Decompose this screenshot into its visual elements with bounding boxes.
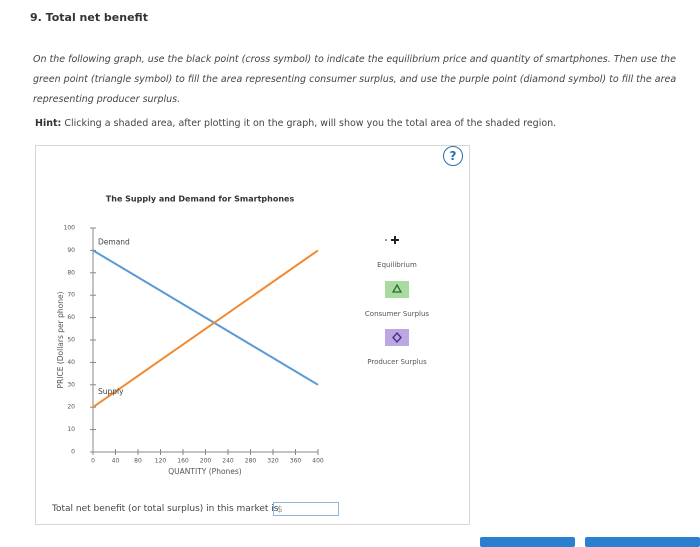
legend-producer-symbol[interactable] [385, 329, 409, 346]
question-title: 9. Total net benefit [30, 11, 148, 24]
y-tick-label: 30 [67, 381, 75, 388]
legend-label: Producer Surplus [367, 358, 427, 366]
x-axis-title: QUANTITY (Phones) [168, 467, 242, 476]
instructions: On the following graph, use the black po… [33, 54, 677, 105]
help-button[interactable]: ? [443, 146, 463, 166]
x-tick-label: 80 [134, 458, 142, 465]
x-tick-label: 120 [155, 458, 167, 465]
y-tick-label: 100 [64, 225, 76, 232]
x-tick-label: 320 [267, 458, 279, 465]
y-axis-title: PRICE (Dollars per phone) [56, 291, 65, 388]
y-tick-label: 80 [67, 269, 75, 276]
y-tick-label: 20 [67, 404, 75, 411]
y-tick-label: 60 [67, 314, 75, 321]
x-tick-label: 0 [91, 458, 95, 465]
y-tick-label: 10 [67, 426, 75, 433]
y-tick-label: 40 [67, 359, 75, 366]
x-tick-label: 360 [290, 458, 302, 465]
answer-prompt: Total net benefit (or total surplus) in … [52, 504, 279, 514]
button[interactable] [480, 537, 575, 547]
series-line [92, 249, 319, 386]
legend-consumer-symbol[interactable] [385, 281, 409, 298]
legend-label: Equilibrium [377, 261, 417, 269]
legend-label: Consumer Surplus [365, 310, 430, 318]
answer-input[interactable]: $ [273, 502, 339, 516]
x-tick-label: 240 [222, 458, 234, 465]
x-tick-label: 160 [177, 458, 189, 465]
hint: Hint: Clicking a shaded area, after plot… [35, 118, 556, 129]
chart-title: The Supply and Demand for Smartphones [106, 195, 295, 204]
y-tick-label: 50 [67, 337, 75, 344]
x-tick-label: 400 [312, 458, 324, 465]
hint-label: Hint: [35, 118, 62, 129]
graph-panel [35, 145, 470, 525]
series-line [92, 249, 319, 409]
hint-text: Clicking a shaded area, after plotting i… [64, 118, 557, 129]
series-label: Demand [98, 237, 130, 246]
y-tick-label: 90 [67, 247, 75, 254]
series-label: Supply [98, 387, 124, 396]
x-tick-label: 200 [200, 458, 212, 465]
button[interactable] [585, 537, 700, 547]
x-tick-label: 280 [245, 458, 257, 465]
x-tick-label: 40 [112, 458, 120, 465]
legend-equilibrium-symbol[interactable] [385, 236, 399, 244]
y-tick-label: 70 [67, 292, 75, 299]
y-tick-label: 0 [71, 449, 75, 456]
